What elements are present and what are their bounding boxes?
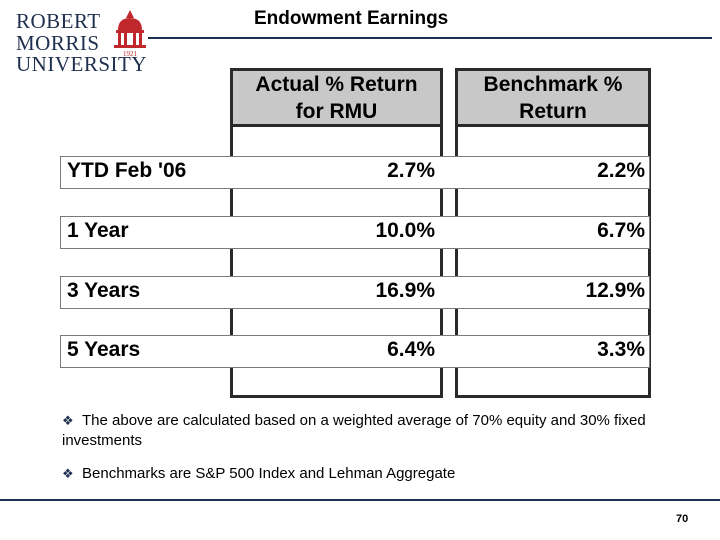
row-benchmark-value: 2.2% [597,159,645,182]
seal-year: 1921 [123,50,138,58]
row-actual-value: 10.0% [375,219,435,242]
row-benchmark-value: 3.3% [597,338,645,361]
column-header-actual: Actual % Return for RMU [230,68,443,127]
column-header-benchmark-line2: Return [519,99,587,123]
note-text: The above are calculated based on a weig… [62,412,646,449]
note-weighting: ❖ The above are calculated based on a wei… [62,411,662,451]
column-header-actual-line1: Actual % Return [255,72,418,96]
slide-title: Endowment Earnings [254,8,449,29]
logo-wordmark-line1: ROBERT [16,9,101,33]
table-row: YTD Feb '06 2.7% 2.2% [60,156,650,189]
note-text: Benchmarks are S&P 500 Index and Lehman … [82,465,456,482]
university-seal-icon: 1921 [114,10,146,58]
logo-wordmark-line2: MORRIS [16,31,100,55]
row-benchmark-value: 6.7% [597,219,645,242]
row-label: 1 Year [67,219,129,242]
column-header-actual-line2: for RMU [295,99,378,123]
diamond-bullet-icon: ❖ [62,466,74,481]
row-actual-value: 6.4% [387,338,435,361]
table-row: 1 Year 10.0% 6.7% [60,216,650,249]
row-label: YTD Feb '06 [67,159,187,182]
footer-rule [0,499,720,501]
rmu-logo: ROBERT MORRIS UNIVERSITY 1921 [16,8,147,76]
column-header-benchmark-line1: Benchmark % [483,72,623,96]
row-label: 3 Years [67,279,141,302]
row-label: 5 Years [67,338,141,361]
table-row: 5 Years 6.4% 3.3% [60,335,650,368]
row-actual-value: 2.7% [387,159,435,182]
header-rule [148,37,712,39]
diamond-bullet-icon: ❖ [62,413,74,428]
column-header-benchmark: Benchmark % Return [455,68,651,127]
logo-wordmark-line3: UNIVERSITY [16,52,147,76]
note-benchmarks: ❖ Benchmarks are S&P 500 Index and Lehman… [62,464,662,484]
row-actual-value: 16.9% [375,279,435,302]
table-row: 3 Years 16.9% 12.9% [60,276,650,309]
page-number: 70 [676,513,689,525]
row-benchmark-value: 12.9% [585,279,645,302]
